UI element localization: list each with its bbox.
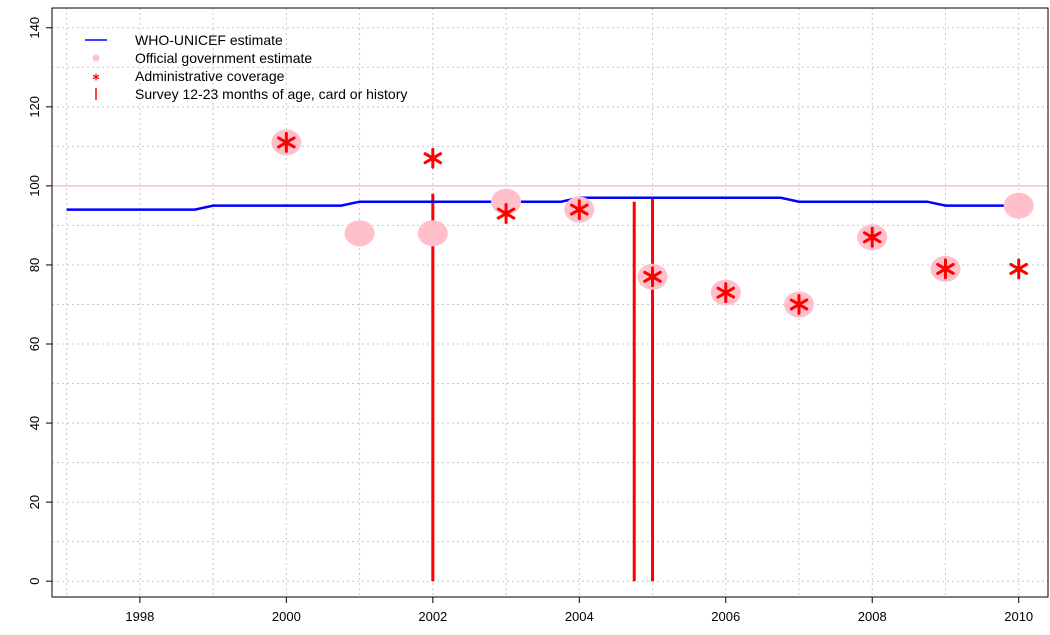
asterisk-stroke xyxy=(1009,262,1029,275)
x-tick-label: 2006 xyxy=(711,609,740,624)
government-estimate-point xyxy=(1003,192,1034,219)
x-tick-label: 2000 xyxy=(272,609,301,624)
legend: WHO-UNICEF estimate Official government e… xyxy=(85,32,407,102)
asterisk-stroke xyxy=(569,203,589,216)
government-estimate-point xyxy=(417,220,448,247)
x-tick-label: 2008 xyxy=(858,609,887,624)
asterisk-stroke xyxy=(716,286,736,299)
asterisk-stroke xyxy=(423,152,443,165)
administrative-coverage-point xyxy=(862,226,882,248)
administrative-coverage-point xyxy=(277,131,296,153)
asterisk-stroke xyxy=(92,74,100,80)
asterisk-stroke xyxy=(277,136,296,149)
y-tick-label: 120 xyxy=(27,96,42,118)
administrative-coverage-point xyxy=(496,203,516,225)
y-tick-label: 80 xyxy=(27,258,42,272)
y-tick-label: 40 xyxy=(27,416,42,430)
government-estimate-point xyxy=(344,220,375,247)
y-tick-label: 100 xyxy=(27,175,42,197)
legend-swatch-circle xyxy=(92,54,100,62)
legend-label: Survey 12-23 months of age, card or hist… xyxy=(135,86,407,102)
administrative-coverage-point xyxy=(569,199,589,221)
administrative-coverage-point xyxy=(423,147,443,169)
axes-layer: 1998 2000 2002 2004 2006 2008 2010 0 20 40 60 80 100… xyxy=(27,7,1049,624)
administrative-coverage-point xyxy=(643,266,662,288)
y-tick-label: 20 xyxy=(27,495,42,509)
grid-layer xyxy=(52,8,1048,597)
y-tick-label: 0 xyxy=(27,578,42,585)
x-tick-label: 1998 xyxy=(125,609,154,624)
asterisk-stroke xyxy=(936,262,955,275)
legend-label: WHO-UNICEF estimate xyxy=(135,32,283,48)
y-tick-label: 140 xyxy=(27,17,42,39)
who-unicef-line-layer xyxy=(66,196,1019,211)
asterisk-stroke xyxy=(862,231,882,244)
y-tick-label: 60 xyxy=(27,337,42,351)
administrative-coverage-point xyxy=(716,282,736,304)
administrative-coverage-point xyxy=(936,258,955,280)
administrative-coverage-point xyxy=(789,293,809,315)
administrative-coverage-layer xyxy=(277,131,1029,315)
legend-swatch-asterisk xyxy=(92,73,100,81)
plot-frame xyxy=(51,7,1049,598)
who-unicef-line xyxy=(66,196,1019,211)
legend-label: Official government estimate xyxy=(135,50,312,66)
asterisk-stroke xyxy=(789,298,809,311)
asterisk-stroke xyxy=(643,270,662,283)
x-tick-label: 2010 xyxy=(1004,609,1033,624)
asterisk-stroke xyxy=(496,207,516,220)
legend-label: Administrative coverage xyxy=(135,68,285,84)
administrative-coverage-point xyxy=(1009,258,1029,280)
x-tick-label: 2002 xyxy=(418,609,447,624)
survey-bars-layer xyxy=(431,193,655,582)
x-tick-label: 2004 xyxy=(565,609,594,624)
